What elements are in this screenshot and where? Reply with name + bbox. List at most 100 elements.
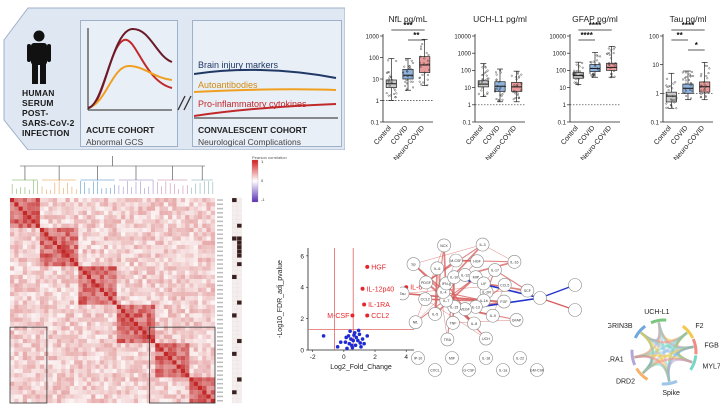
heatmap-cell <box>35 257 40 263</box>
heatmap-cell <box>202 232 207 237</box>
heatmap-cell <box>65 321 70 327</box>
data-point <box>669 85 672 88</box>
heatmap-cell <box>116 385 122 391</box>
data-point <box>404 84 407 87</box>
heatmap-cell <box>103 236 109 241</box>
data-point <box>520 82 523 85</box>
heatmap-cell <box>193 343 199 348</box>
heatmap-cell <box>91 304 96 310</box>
network-edge <box>413 244 483 265</box>
data-point <box>690 82 693 85</box>
heatmap-cell <box>27 309 32 314</box>
heatmap-cell <box>10 274 15 280</box>
heatmap-cell <box>121 304 126 310</box>
heatmap-cell <box>150 270 156 275</box>
node-label: IL-5 <box>432 312 438 316</box>
heatmap-cell <box>10 300 15 305</box>
row-label <box>217 259 223 261</box>
heatmap-cell <box>103 283 109 288</box>
heatmap-cell <box>180 287 186 293</box>
heatmap-cell <box>112 266 117 271</box>
heatmap-cell <box>176 215 181 220</box>
heatmap-cell <box>74 223 79 228</box>
heatmap-cell <box>125 232 130 237</box>
heatmap-cell <box>172 274 177 280</box>
heatmap-cell <box>39 398 45 404</box>
heatmap-cell <box>78 296 83 301</box>
y-tick-label: 1000 <box>366 34 380 40</box>
network-node: TNF <box>446 316 460 330</box>
heatmap-cell <box>202 210 207 216</box>
heatmap-cell <box>180 373 186 378</box>
heatmap-cell <box>56 347 62 352</box>
side-annotation-cell <box>231 261 237 267</box>
data-point <box>501 98 504 101</box>
heatmap-cell <box>69 338 75 344</box>
heatmap-cell <box>197 381 203 387</box>
heatmap-cell <box>74 253 79 258</box>
heatmap-cell <box>52 381 58 387</box>
heatmap-cell <box>116 326 122 331</box>
heatmap-cell <box>18 390 23 395</box>
row-label <box>217 263 223 265</box>
heatmap-cell <box>206 223 211 228</box>
data-point <box>670 104 673 107</box>
side-annotation-cell <box>236 261 242 267</box>
heatmap-cell <box>86 206 92 211</box>
heatmap-cell <box>74 198 79 203</box>
axis-break-icon <box>177 95 192 111</box>
heatmap-cell <box>150 240 156 246</box>
heatmap-cell <box>112 309 117 314</box>
heatmap-cell <box>129 338 134 344</box>
heatmap-cell <box>39 279 45 284</box>
heatmap-cell <box>69 304 75 310</box>
heatmap-cell <box>172 390 177 395</box>
heatmap-cell <box>95 390 100 395</box>
person-icon <box>27 30 51 84</box>
data-point <box>423 57 426 60</box>
heatmap-cell <box>185 232 190 237</box>
heatmap-cell <box>168 215 173 220</box>
heatmap-cell <box>61 309 66 314</box>
data-point <box>577 83 580 86</box>
data-point <box>704 95 707 98</box>
data-point <box>575 63 578 66</box>
y-tick-label: 1 <box>468 103 472 109</box>
heatmap-cell <box>155 304 160 310</box>
heatmap-cell <box>189 253 194 258</box>
heatmap-cell <box>150 249 156 254</box>
heatmap-cell <box>86 381 92 387</box>
chord-arc <box>635 367 649 381</box>
data-point <box>689 74 692 77</box>
heatmap-cell <box>125 283 130 288</box>
heatmap-cell <box>150 321 156 327</box>
heatmap-cell <box>56 309 62 314</box>
data-point <box>681 78 684 81</box>
heatmap-cell <box>44 296 49 301</box>
heatmap-cell <box>82 398 87 404</box>
heatmap-cell <box>159 390 164 395</box>
side-annotation-cell <box>236 334 242 340</box>
heatmap-cell <box>82 274 87 280</box>
heatmap-cell <box>112 317 117 322</box>
heatmap-cell <box>52 309 58 314</box>
side-annotation-cell <box>231 347 237 352</box>
heatmap-cell <box>112 334 117 340</box>
heatmap-cell <box>22 300 28 305</box>
heatmap-cell <box>133 385 139 391</box>
data-point <box>515 78 518 81</box>
heatmap-cell <box>176 398 181 404</box>
heatmap-cell <box>185 330 190 335</box>
data-point <box>421 73 424 76</box>
heatmap-cell <box>206 394 211 399</box>
network-node: PDGF <box>419 275 433 290</box>
data-point <box>499 85 502 88</box>
heatmap-cell <box>146 291 152 297</box>
heatmap-cell <box>150 317 156 322</box>
heatmap-cell <box>189 343 194 348</box>
heatmap-cell <box>193 317 199 322</box>
side-annotation-cell <box>236 343 242 348</box>
heatmap-cell <box>163 351 169 357</box>
heatmap-cell <box>159 364 164 369</box>
heatmap-cell <box>176 381 181 387</box>
